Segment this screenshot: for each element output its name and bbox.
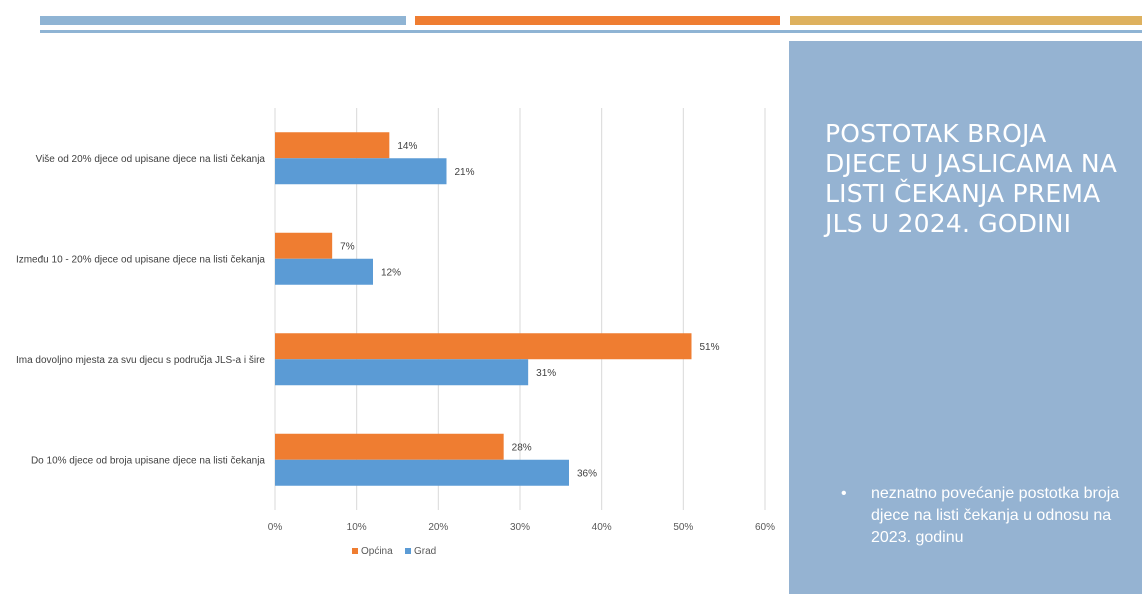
decor-rule [40, 30, 1142, 33]
bullet-text: neznatno povećanje postotka broja djece … [871, 485, 1120, 546]
bar-opcina [275, 433, 504, 460]
legend-swatch [352, 548, 358, 554]
data-label: 21% [455, 167, 475, 178]
data-label: 51% [700, 342, 720, 353]
category-label: Više od 20% djece od upisane djece na li… [36, 154, 266, 165]
category-label: Između 10 - 20% djece od upisane djece n… [16, 254, 265, 265]
decor-bar-gold [790, 16, 1142, 25]
data-label: 36% [577, 468, 597, 479]
bar-chart: 0% 10% 20% 30% 40% 50% 60% Više od 20% djece od… [16, 108, 775, 557]
data-label: 28% [512, 442, 532, 453]
bullet-dot-icon: • [841, 485, 847, 502]
x-tick-label: 60% [755, 522, 775, 533]
side-title: POSTOTAK BROJA DJECE U JASLICAMA NA LIST… [825, 119, 1118, 238]
bar-opcina [275, 232, 333, 259]
x-tick-label: 50% [673, 522, 693, 533]
x-tick-label: 20% [428, 522, 448, 533]
legend-label: Grad [414, 546, 436, 557]
category-label: Ima dovoljno mjesta za svu djecu s podru… [16, 355, 265, 366]
bullet-list: • neznatno povećanje postotka broja djec… [839, 483, 1129, 549]
bar-opcina [275, 132, 390, 159]
data-label: 7% [340, 241, 355, 252]
bar-opcina [275, 333, 692, 360]
x-tick-label: 0% [268, 522, 283, 533]
bar-grad [275, 459, 569, 486]
category-label: Do 10% djece od broja upisane djece na l… [31, 455, 265, 466]
x-tick-label: 30% [510, 522, 530, 533]
legend-swatch [405, 548, 411, 554]
legend-label: Općina [361, 546, 393, 557]
data-label: 12% [381, 267, 401, 278]
bar-grad [275, 258, 373, 285]
data-label: 31% [536, 368, 556, 379]
x-tick-label: 40% [592, 522, 612, 533]
bar-grad [275, 359, 529, 386]
decor-bar-orange [415, 16, 780, 25]
x-tick-label: 10% [347, 522, 367, 533]
decor-bar-blue [40, 16, 406, 25]
bullet-item: • neznatno povećanje postotka broja djec… [839, 483, 1129, 549]
data-label: 14% [397, 141, 417, 152]
bar-grad [275, 158, 447, 185]
side-panel: POSTOTAK BROJA DJECE U JASLICAMA NA LIST… [789, 41, 1142, 594]
